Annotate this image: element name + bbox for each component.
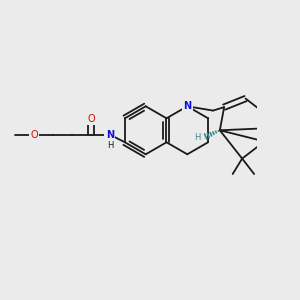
Text: O: O — [31, 130, 38, 140]
Text: H: H — [194, 133, 201, 142]
Text: N: N — [106, 130, 114, 140]
Text: O: O — [87, 114, 95, 124]
Text: H: H — [299, 119, 300, 128]
Text: N: N — [183, 101, 191, 111]
Text: H: H — [107, 141, 114, 150]
